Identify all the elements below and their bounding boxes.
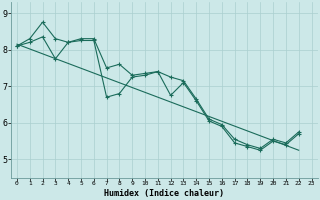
X-axis label: Humidex (Indice chaleur): Humidex (Indice chaleur) [104,189,224,198]
